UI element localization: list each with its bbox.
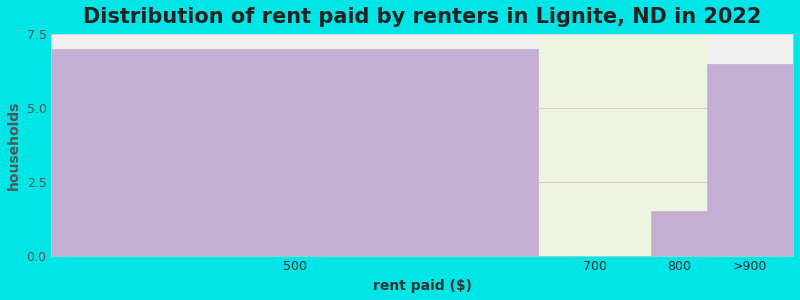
Bar xyxy=(538,34,707,256)
Bar xyxy=(707,64,793,256)
Bar xyxy=(51,49,538,256)
Title: Distribution of rent paid by renters in Lignite, ND in 2022: Distribution of rent paid by renters in … xyxy=(83,7,762,27)
Bar xyxy=(650,211,707,256)
X-axis label: rent paid ($): rent paid ($) xyxy=(373,279,472,293)
Y-axis label: households: households xyxy=(7,100,21,190)
